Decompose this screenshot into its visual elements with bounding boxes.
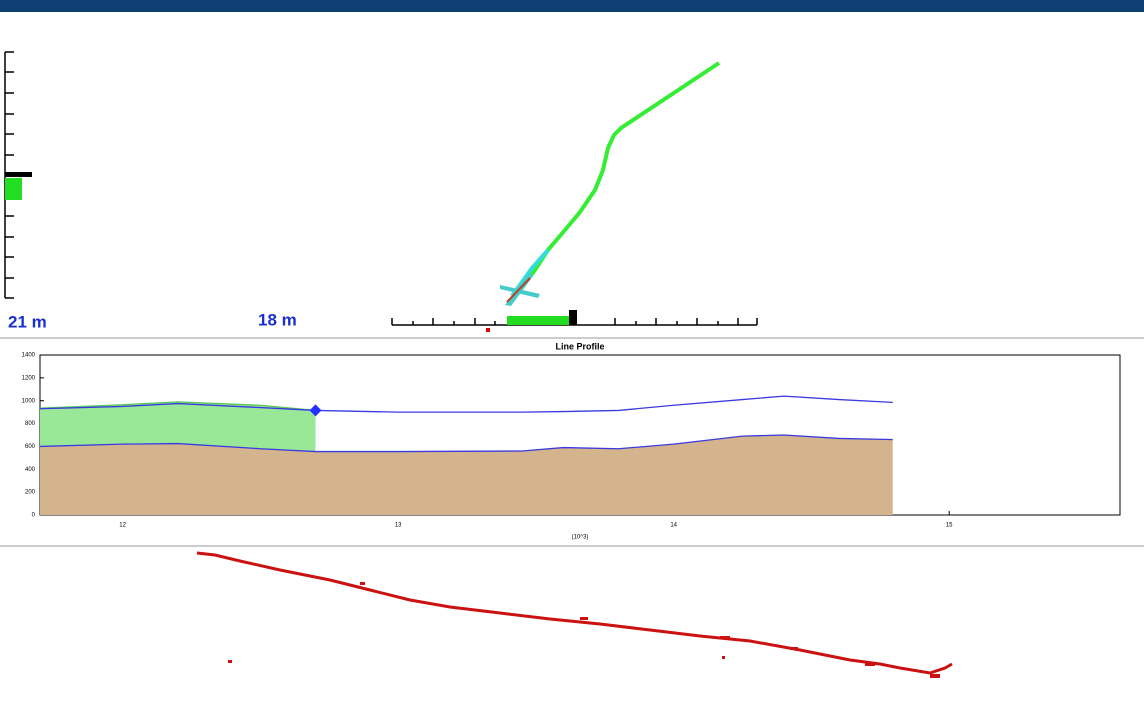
marker xyxy=(309,404,322,417)
chart-title: Line Profile xyxy=(555,341,604,351)
x-tick-label: 13 xyxy=(395,523,402,529)
scale-label: 21 m xyxy=(8,312,47,331)
left-scale-ticks xyxy=(5,51,14,299)
x-tick-label: 12 xyxy=(119,523,126,529)
y-tick-label: 400 xyxy=(25,467,36,473)
y-tick-label: 1200 xyxy=(22,375,36,381)
line xyxy=(39,401,316,412)
y-tick-label: 200 xyxy=(25,490,36,496)
y-tick-label: 800 xyxy=(25,421,36,427)
track-specks xyxy=(228,582,940,678)
area xyxy=(40,435,893,515)
line xyxy=(39,434,893,453)
map-panel xyxy=(4,51,758,332)
scale-label: 18 m xyxy=(258,310,297,329)
header-bar xyxy=(0,0,1144,12)
y-tick-label: 1400 xyxy=(22,353,36,359)
x-tick-label: 14 xyxy=(670,523,677,529)
track-trace xyxy=(196,551,953,675)
flight-path xyxy=(516,61,721,295)
y-tick-label: 0 xyxy=(32,513,36,519)
y-tick-label: 600 xyxy=(25,444,36,450)
x-tick-label: 15 xyxy=(946,523,953,529)
bottom-scale-ticks xyxy=(391,318,758,325)
area xyxy=(40,401,316,452)
y-tick-label: 1000 xyxy=(22,398,36,404)
line xyxy=(39,395,893,413)
x-axis-label: (10^3) xyxy=(572,535,589,541)
aircraft xyxy=(500,272,540,306)
